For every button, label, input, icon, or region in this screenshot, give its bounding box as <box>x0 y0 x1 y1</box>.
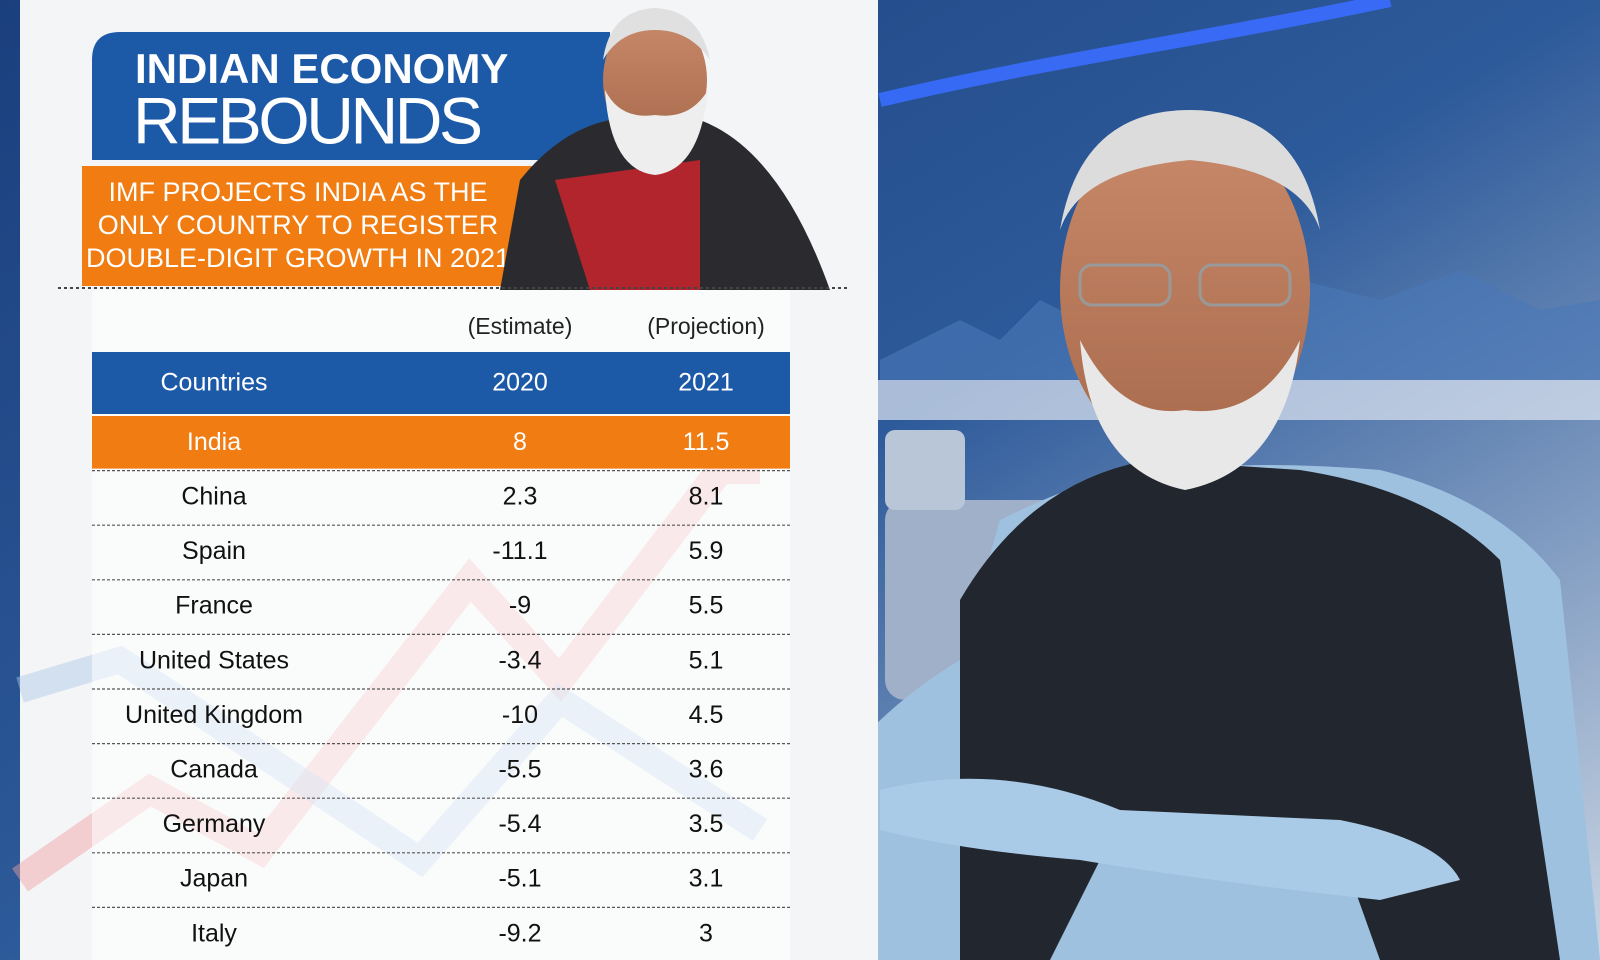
country-cell: United Kingdom <box>125 701 303 729</box>
value-cell: 4.5 <box>689 701 724 729</box>
value-cell: 5.5 <box>689 592 724 620</box>
person-photo <box>770 110 1600 960</box>
title-line1: INDIAN ECONOMY <box>135 45 508 92</box>
chart-streak <box>878 0 1392 107</box>
value-cell: -11.1 <box>492 537 547 565</box>
country-cell: Japan <box>180 865 248 893</box>
value-cell: -9 <box>509 592 531 620</box>
country-cell: India <box>187 428 241 456</box>
highlight-row <box>92 416 790 469</box>
value-cell: 5.1 <box>689 646 724 674</box>
header-row <box>92 352 790 414</box>
value-cell: 3.6 <box>689 756 724 784</box>
value-cell: 8 <box>513 428 527 456</box>
country-cell: Italy <box>191 919 237 947</box>
country-cell: Spain <box>182 537 246 565</box>
country-cell: Canada <box>170 756 258 784</box>
column-note: (Projection) <box>647 313 765 339</box>
country-cell: China <box>181 483 246 511</box>
value-cell: -5.4 <box>498 810 541 838</box>
subtitle-line: DOUBLE-DIGIT GROWTH IN 2021 <box>86 243 510 273</box>
portrait-photo <box>500 8 830 290</box>
column-header: Countries <box>161 369 268 397</box>
value-cell: 2.3 <box>503 483 538 511</box>
value-cell: 8.1 <box>689 483 724 511</box>
subtitle-line: ONLY COUNTRY TO REGISTER <box>98 210 499 240</box>
country-cell: Germany <box>163 810 266 838</box>
subtitle-box <box>82 166 532 286</box>
value-cell: 3.5 <box>689 810 724 838</box>
country-cell: France <box>175 592 253 620</box>
title-box <box>92 32 610 160</box>
value-cell: 3.1 <box>689 865 724 893</box>
subtitle-line: IMF PROJECTS INDIA AS THE <box>108 177 487 207</box>
column-note: (Estimate) <box>468 313 573 339</box>
value-cell: -5.5 <box>498 756 541 784</box>
value-cell: 11.5 <box>683 428 730 456</box>
value-cell: -10 <box>502 701 538 729</box>
column-header: 2020 <box>492 369 548 397</box>
value-cell: -3.4 <box>498 646 541 674</box>
column-header: 2021 <box>678 369 734 397</box>
country-cell: United States <box>139 646 289 674</box>
value-cell: 5.9 <box>689 537 724 565</box>
title-line2: REBOUNDS <box>133 83 483 157</box>
value-cell: -5.1 <box>498 865 541 893</box>
value-cell: -9.2 <box>498 919 541 947</box>
value-cell: 3 <box>699 919 713 947</box>
